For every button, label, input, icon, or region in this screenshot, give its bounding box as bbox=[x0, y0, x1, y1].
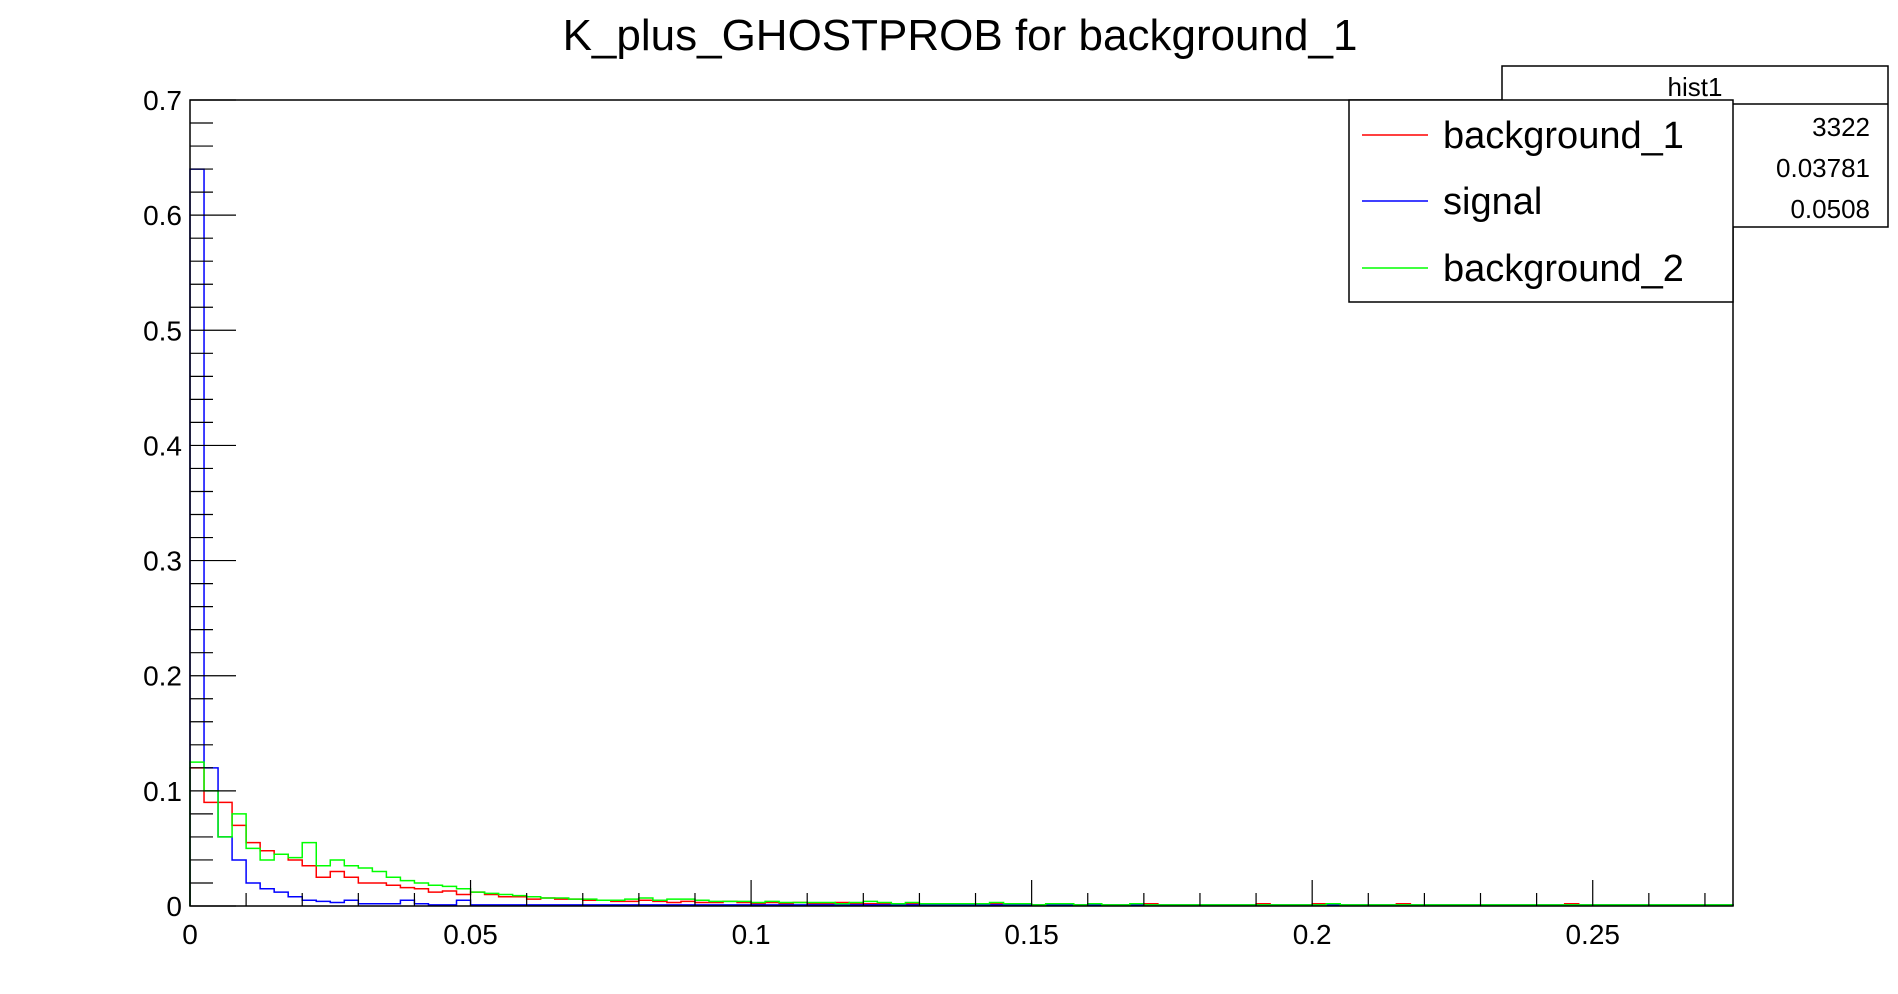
plot-frame bbox=[189, 99, 1734, 907]
y-tick-label: 0.3 bbox=[143, 546, 182, 577]
y-tick-label: 0.1 bbox=[143, 776, 182, 807]
y-tick-label: 0.2 bbox=[143, 661, 182, 692]
x-tick-label: 0.25 bbox=[1565, 919, 1620, 950]
x-tick-label: 0.1 bbox=[732, 919, 771, 950]
series-layer bbox=[189, 168, 1734, 906]
legend-label-signal: signal bbox=[1443, 181, 1542, 223]
y-tick-label: 0.7 bbox=[143, 85, 182, 116]
y-tick-label: 0.6 bbox=[143, 200, 182, 231]
y-tick-label: 0 bbox=[166, 891, 182, 922]
legend-label-background-1: background_1 bbox=[1443, 115, 1684, 157]
x-tick-label: 0.05 bbox=[443, 919, 498, 950]
y-tick-label: 0.4 bbox=[143, 430, 182, 461]
x-tick-label: 0.2 bbox=[1293, 919, 1332, 950]
legend: background_1 signal background_2 bbox=[1348, 99, 1734, 303]
stats-entries-value: 3322 bbox=[1812, 112, 1870, 142]
chart-title: K_plus_GHOSTPROB for background_1 bbox=[563, 11, 1358, 60]
series-line-background-2 bbox=[189, 761, 1734, 906]
y-tick-label: 0.5 bbox=[143, 315, 182, 346]
axis-layer: 0 0.05 0.1 0.15 0.2 0.25 0 0.1 0.2 0.3 0.4 0.5 0.6 0.… bbox=[143, 85, 1706, 950]
x-tick-label: 0 bbox=[182, 919, 198, 950]
stats-mean-value: 0.03781 bbox=[1776, 153, 1870, 183]
legend-label-background-2: background_2 bbox=[1443, 248, 1684, 290]
stats-box-name: hist1 bbox=[1668, 72, 1723, 102]
stats-stddev-value: 0.0508 bbox=[1790, 194, 1870, 224]
x-tick-label: 0.15 bbox=[1004, 919, 1059, 950]
